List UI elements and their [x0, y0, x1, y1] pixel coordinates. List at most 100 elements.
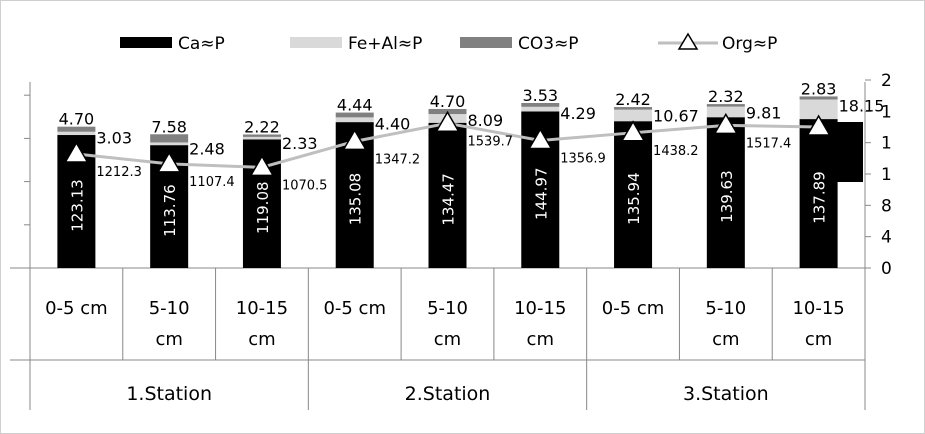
bar-fe-al-p — [521, 106, 560, 112]
data-label-fe-al-p: 18.15 — [839, 96, 885, 115]
category-label-unit: cm — [805, 329, 832, 350]
data-label-fe-al-p: 10.67 — [653, 107, 699, 126]
bar-ca-p — [428, 122, 467, 268]
marker-org-p — [249, 154, 275, 177]
data-label-co3-p: 4.70 — [59, 110, 95, 129]
legend-swatch-fe-al-p — [290, 37, 342, 48]
marker-org-p — [435, 110, 460, 133]
category-label: 5-10 — [427, 298, 468, 319]
right-axis-tick-label: 1 — [881, 102, 892, 122]
category-label-unit: cm — [434, 329, 461, 350]
right-axis-tick-label: 8 — [881, 196, 892, 216]
category-label: 10-15 — [792, 298, 844, 319]
data-label-ca-p: 134.47 — [440, 173, 458, 226]
bar-fe-al-p — [706, 106, 745, 118]
right-axis-tick-label: 1 — [881, 165, 892, 185]
marker-org-p — [156, 151, 182, 173]
bar-co3-p — [57, 126, 96, 132]
data-label-org-p: 1356.9 — [560, 151, 606, 166]
category-label: 0-5 cm — [323, 298, 386, 319]
bar-ca-p — [614, 121, 653, 268]
data-label-org-p: 1107.4 — [189, 175, 235, 190]
data-label-fe-al-p: 9.81 — [746, 104, 782, 123]
data-label-co3-p: 3.53 — [522, 86, 558, 105]
bar-fe-al-p — [335, 117, 374, 123]
bar-co3-p — [521, 102, 560, 107]
legend-swatch-ca-p — [120, 37, 172, 48]
bar-co3-p — [614, 107, 653, 110]
marker-org-p — [713, 112, 739, 135]
bar-co3-p — [335, 112, 374, 118]
category-label-unit: cm — [712, 329, 739, 350]
data-label-co3-p: 2.83 — [801, 79, 837, 98]
group-label: 3.Station — [683, 383, 769, 405]
data-label-ca-p: 113.76 — [161, 184, 179, 237]
marker-org-p — [64, 141, 89, 163]
category-label: 10-15 — [236, 298, 288, 319]
data-label-org-p: 1517.4 — [746, 136, 792, 151]
right-edge-marker-box — [837, 122, 863, 182]
bar-co3-p — [150, 134, 189, 143]
data-label-co3-p: 2.32 — [708, 87, 744, 106]
legend-label-co3-p: CO3≈P — [518, 34, 579, 54]
category-label: 0-5 cm — [45, 298, 108, 319]
data-label-org-p: 1438.2 — [653, 144, 699, 159]
bar-co3-p — [799, 96, 838, 100]
right-axis-tick-label: 1 — [881, 134, 892, 154]
data-label-org-p: 1070.5 — [282, 178, 328, 193]
bar-ca-p — [799, 119, 838, 268]
marker-org-p — [806, 114, 831, 136]
data-label-ca-p: 119.08 — [254, 181, 272, 234]
data-label-fe-al-p: 2.48 — [189, 139, 225, 158]
data-label-ca-p: 139.63 — [718, 170, 736, 223]
bar-fe-al-p — [150, 142, 189, 146]
data-label-org-p: 1539.7 — [468, 134, 514, 149]
category-label: 0-5 cm — [602, 298, 665, 319]
legend-triangle-marker — [677, 32, 699, 50]
legend-label-ca-p: Ca≈P — [178, 34, 225, 54]
right-axis-tick-label: 4 — [881, 228, 892, 248]
category-label: 5-10 — [705, 298, 746, 319]
data-label-co3-p: 7.58 — [151, 117, 187, 136]
bar-co3-p — [242, 134, 281, 137]
data-label-co3-p: 4.44 — [337, 96, 373, 115]
data-label-fe-al-p: 4.40 — [375, 114, 411, 133]
bar-ca-p — [706, 117, 745, 268]
data-label-ca-p: 137.89 — [811, 171, 829, 224]
data-label-fe-al-p: 8.09 — [468, 111, 504, 130]
data-label-co3-p: 2.42 — [615, 90, 651, 109]
group-label: 2.Station — [405, 383, 491, 405]
data-label-ca-p: 144.97 — [532, 167, 550, 220]
marker-org-p — [342, 128, 368, 151]
legend-label-org-p: Org≈P — [722, 34, 777, 54]
bar-fe-al-p — [242, 136, 281, 140]
data-label-org-p: 1212.3 — [96, 165, 142, 180]
marker-org-p — [620, 120, 646, 142]
legend-label-fe-al-p: Fe+Al≈P — [348, 34, 422, 54]
group-label: 1.Station — [126, 383, 212, 405]
data-label-org-p: 1347.2 — [375, 152, 421, 167]
legend-swatch-co3-p — [460, 37, 512, 48]
category-label-unit: cm — [527, 329, 554, 350]
data-label-fe-al-p: 4.29 — [560, 104, 596, 123]
marker-org-p — [527, 127, 553, 150]
bar-fe-al-p — [799, 99, 838, 120]
data-label-fe-al-p: 2.33 — [282, 134, 318, 153]
right-axis-tick-label: 0 — [881, 259, 892, 279]
bar-fe-al-p — [57, 131, 96, 136]
data-label-ca-p: 123.13 — [68, 179, 86, 232]
category-label: 5-10 — [149, 298, 190, 319]
data-label-ca-p: 135.08 — [347, 173, 365, 226]
data-label-co3-p: 4.70 — [430, 92, 466, 111]
bar-fe-al-p — [614, 109, 653, 122]
right-axis-tick-label: 2 — [881, 71, 892, 91]
category-label-unit: cm — [248, 329, 275, 350]
data-label-fe-al-p: 3.03 — [96, 129, 132, 148]
category-label: 10-15 — [514, 298, 566, 319]
bar-co3-p — [706, 104, 745, 107]
data-label-co3-p: 2.22 — [244, 117, 280, 136]
data-label-ca-p: 135.94 — [625, 172, 643, 225]
category-label-unit: cm — [155, 329, 182, 350]
legend: Ca≈P Fe+Al≈P CO3≈P Org≈P — [120, 32, 777, 54]
